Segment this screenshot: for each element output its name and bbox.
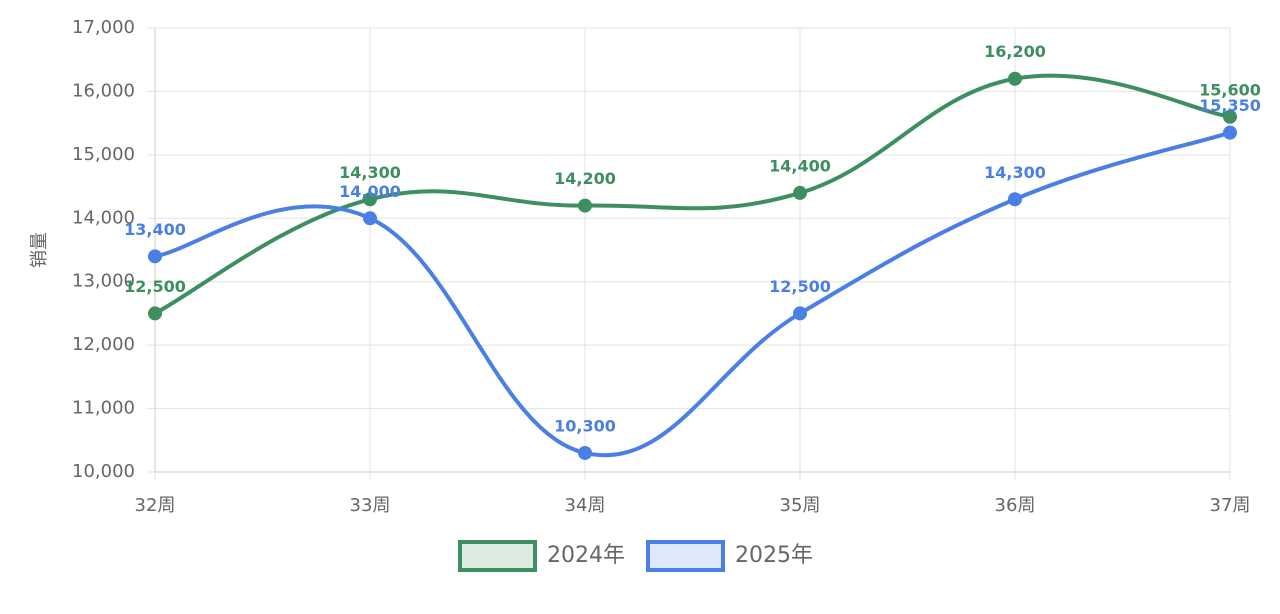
y-axis-label: 销量 [29, 232, 50, 268]
data-label: 14,200 [554, 169, 616, 188]
y-tick-label: 11,000 [72, 398, 135, 419]
data-point [1223, 109, 1237, 124]
legend-label: 2024年 [547, 543, 625, 568]
data-point [363, 211, 377, 226]
x-tick-label: 37周 [1210, 495, 1251, 516]
legend-swatch [646, 540, 725, 572]
data-point [363, 192, 377, 207]
data-label: 15,350 [1199, 96, 1261, 115]
data-label: 13,400 [124, 220, 186, 239]
data-point [1008, 192, 1022, 207]
y-tick-label: 15,000 [72, 144, 135, 165]
y-tick-label: 17,000 [72, 17, 135, 38]
y-tick-label: 16,000 [72, 80, 135, 101]
x-tick-label: 33周 [350, 495, 391, 516]
data-point [1008, 71, 1022, 86]
data-point [578, 198, 592, 213]
x-tick-label: 36周 [995, 495, 1036, 516]
data-label: 16,200 [984, 42, 1046, 61]
data-label: 14,300 [339, 163, 401, 182]
x-tick-label: 32周 [135, 495, 176, 516]
x-tick-label: 34周 [565, 495, 606, 516]
y-tick-label: 12,000 [72, 334, 135, 355]
data-point [793, 185, 807, 200]
data-label: 14,300 [984, 163, 1046, 182]
data-label: 10,300 [554, 416, 616, 435]
legend-label: 2025年 [735, 543, 813, 568]
x-tick-label: 35周 [780, 495, 821, 516]
legend-swatch [458, 540, 537, 572]
y-tick-label: 13,000 [72, 271, 135, 292]
data-label: 12,500 [769, 277, 831, 296]
data-label: 14,400 [769, 156, 831, 175]
y-tick-label: 14,000 [72, 207, 135, 228]
y-tick-label: 10,000 [72, 461, 135, 482]
data-point [1223, 125, 1237, 140]
data-label: 12,500 [124, 277, 186, 296]
series-line [154, 130, 1231, 457]
data-label: 15,600 [1199, 80, 1261, 99]
data-point [148, 306, 162, 321]
series-line [154, 73, 1231, 316]
data-label: 14,000 [339, 182, 401, 201]
data-point [148, 249, 162, 264]
data-point [578, 445, 592, 460]
data-point [793, 306, 807, 321]
